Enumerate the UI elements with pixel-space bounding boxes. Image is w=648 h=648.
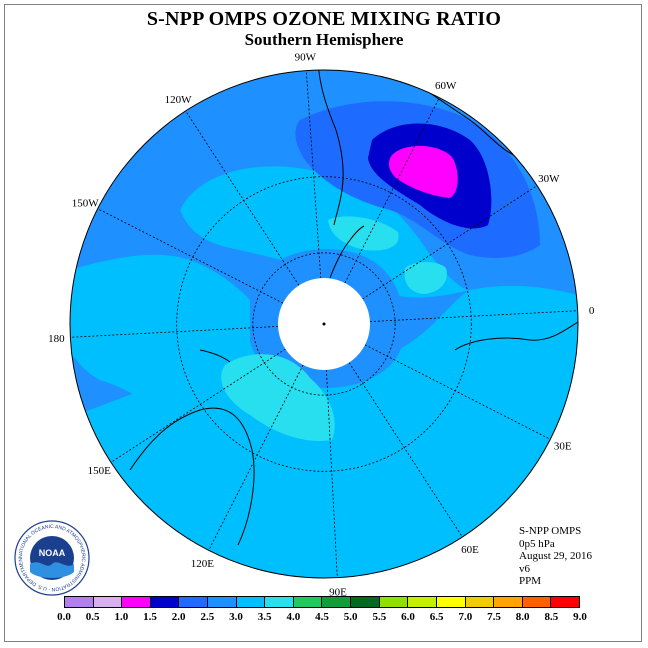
colorbar-swatch: [179, 597, 209, 607]
longitude-line: [70, 326, 279, 338]
australia-coast: [129, 407, 255, 546]
field-1-0-1-5: [388, 145, 458, 198]
longitude-label: 30W: [538, 173, 560, 185]
longitude-line: [305, 70, 322, 279]
colorbar-tick-label: 7.5: [487, 611, 501, 623]
new-zealand-coast: [199, 349, 231, 363]
longitude-label: 120W: [165, 94, 193, 106]
map-boundary: [69, 69, 579, 579]
colorbar-tick-label: 9.0: [573, 611, 587, 623]
field-3-5-4-0-b: [328, 216, 399, 251]
figure-frame: [4, 4, 642, 642]
colorbar-tick-label: 6.0: [401, 611, 415, 623]
longitude-line: [369, 310, 578, 322]
latitude-circle: [176, 176, 472, 472]
info-date: August 29, 2016: [519, 550, 593, 562]
ozone-field: [70, 70, 578, 578]
logo-wave-icon: [30, 562, 74, 578]
colorbar-tick-label: 6.5: [429, 611, 444, 623]
colorbar-tick-label: 0.0: [57, 611, 71, 623]
africa-coast: [454, 321, 578, 351]
info-instrument: S-NPP OMPS: [519, 525, 582, 537]
colorbar-swatch: [236, 597, 266, 607]
colorbar-swatch: [322, 597, 352, 607]
longitude-label: 90E: [329, 587, 347, 599]
colorbar-tick-label: 0.5: [85, 611, 100, 623]
colorbar-swatch: [265, 597, 294, 607]
longitude-label: 30E: [554, 441, 572, 453]
colorbar-swatch: [522, 597, 552, 607]
colorbar-swatch: [351, 597, 380, 607]
longitude-line: [110, 348, 286, 463]
longitude-line: [362, 185, 538, 300]
colorbar-swatch: [208, 597, 237, 607]
longitude-label: 0: [589, 305, 595, 317]
colorbar-swatch: [122, 597, 151, 607]
longitude-line: [364, 344, 551, 440]
colorbar-tick-label: 1.5: [143, 611, 157, 623]
longitude-line: [97, 208, 284, 304]
longitude-label: 60E: [461, 544, 479, 556]
colorbar-swatch: [379, 597, 409, 607]
info-units: PPM: [519, 575, 542, 587]
colorbar-swatch: [465, 597, 495, 607]
longitude-line: [208, 364, 304, 551]
longitude-line: [185, 110, 300, 286]
colorbar-swatch: [150, 597, 180, 607]
colorbar-tick-label: 3.0: [229, 611, 243, 623]
longitude-line: [348, 362, 463, 538]
colorbar-tick-label: 8.5: [544, 611, 559, 623]
colorbar-swatch: [293, 597, 323, 607]
colorbar-tick-label: 7.0: [458, 611, 473, 623]
colorbar-swatch: [408, 597, 437, 607]
longitude-line: [326, 369, 338, 578]
chart-subtitle: Southern Hemisphere: [244, 30, 404, 49]
graticule: [70, 70, 578, 578]
longitude-label: 120E: [191, 558, 215, 570]
longitude-label: 60W: [435, 80, 457, 92]
colorbar-tick-label: 4.0: [286, 611, 301, 623]
latitude-circle: [252, 252, 396, 396]
logo-wordmark: NOAA: [39, 548, 66, 558]
colorbar-swatch: [65, 597, 94, 607]
info-version: v6: [519, 562, 530, 575]
colorbar-tick-label: 2.5: [200, 611, 215, 623]
colorbar-ticks: 0.0 0.5 1.0 1.5 2.0 2.5 3.0 3.5 4.0 4.5 5.0 5.5 6.0 6…: [57, 611, 587, 625]
south-pole-mark: [322, 322, 326, 326]
longitude-line: [344, 97, 440, 284]
colorbar-tick-label: 4.5: [315, 611, 329, 623]
colorbar-tick-label: 5.0: [343, 611, 358, 623]
longitude-label: 150W: [72, 197, 100, 209]
field-3-5-4-0-a: [221, 354, 335, 441]
colorbar-tick-label: 8.0: [515, 611, 530, 623]
antarctic-peninsula: [329, 225, 365, 279]
colorbar-swatch: [436, 597, 466, 607]
info-block: S-NPP OMPS 0p5 hPa August 29, 2016 v6 PP…: [519, 525, 592, 588]
longitude-label: 180: [48, 333, 65, 345]
noaa-logo: NATIONAL OCEANIC AND ATMOSPHERIC ADMINIS…: [14, 520, 90, 596]
colorbar: [64, 596, 580, 608]
colorbar-swatch: [93, 597, 123, 607]
field-3-5-4-0-c: [404, 262, 447, 294]
info-level: 0p5 hPa: [519, 537, 555, 550]
longitude-labels: 90W 60W 30W 0 30E 60E 90E 120E 150E 180 150W 120W: [48, 52, 595, 599]
chart-title: S-NPP OMPS OZONE MIXING RATIO: [146, 8, 502, 30]
colorbar-swatch: [551, 597, 579, 607]
colorbar-tick-label: 1.0: [114, 611, 129, 623]
colorbar-tick-label: 2.0: [171, 611, 186, 623]
colorbar-tick-label: 3.5: [257, 611, 272, 623]
longitude-label: 90W: [295, 52, 317, 64]
colorbar-swatch: [494, 597, 523, 607]
colorbar-tick-label: 5.5: [372, 611, 387, 623]
longitude-label: 150E: [88, 465, 112, 477]
